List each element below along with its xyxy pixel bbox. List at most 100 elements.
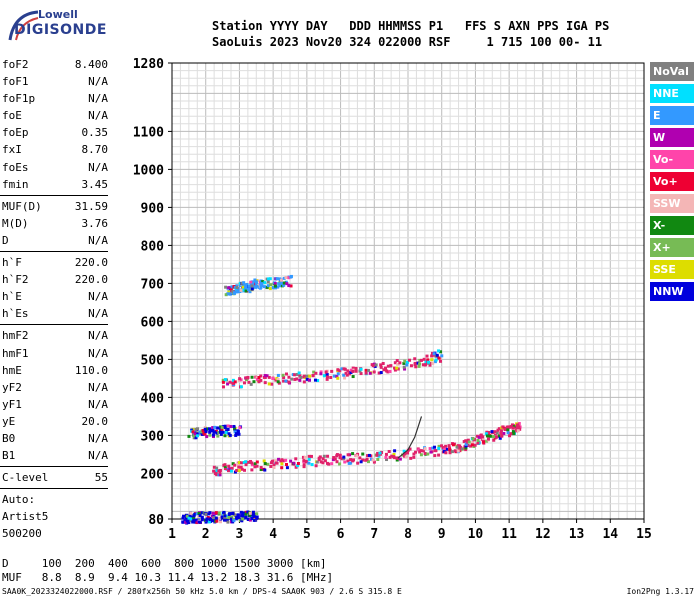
echo-point	[276, 380, 280, 384]
echo-point	[412, 452, 416, 456]
echo-point	[185, 519, 189, 523]
echo-point	[294, 465, 298, 469]
param-name: hmF1	[2, 346, 29, 360]
echo-point	[426, 452, 430, 456]
param-row: yF2 N/A	[0, 379, 112, 396]
echo-point	[238, 461, 242, 465]
echo-point	[185, 514, 189, 518]
echo-point	[242, 288, 246, 292]
echo-point	[211, 511, 215, 515]
echo-point	[429, 361, 433, 365]
echo-point	[403, 367, 407, 371]
echo-point	[255, 378, 259, 382]
echo-point	[506, 428, 510, 432]
x-tick-label: 5	[303, 527, 311, 542]
echo-point	[296, 461, 300, 465]
echo-point	[244, 512, 248, 516]
echo-point	[342, 455, 346, 459]
param-value: 8.400	[74, 58, 108, 71]
echo-point	[302, 374, 306, 378]
echo-point	[230, 517, 234, 521]
param-value: N/A	[88, 109, 108, 123]
echo-point	[351, 459, 355, 463]
echo-point	[181, 520, 185, 524]
param-row: MUF(D) 31.59	[0, 198, 112, 215]
param-row: B0 N/A	[0, 430, 112, 447]
echo-point	[506, 431, 510, 435]
logo-lowell-text: Lowell	[38, 8, 78, 21]
echo-point	[263, 281, 267, 285]
echo-point	[322, 454, 326, 458]
echo-point	[239, 465, 243, 469]
echo-point	[188, 513, 192, 517]
echo-point	[299, 375, 303, 379]
x-tick-label: 11	[501, 527, 517, 542]
echo-point	[276, 285, 280, 289]
echo-point	[202, 431, 206, 435]
echo-point	[195, 512, 199, 516]
echo-point	[247, 380, 251, 384]
param-value: 55	[94, 471, 108, 485]
echo-point	[213, 425, 217, 429]
echo-point	[216, 426, 220, 430]
echo-point	[191, 520, 195, 524]
echo-point	[218, 516, 222, 520]
echo-point	[460, 447, 464, 451]
echo-point	[418, 358, 422, 362]
echo-point	[338, 462, 342, 466]
echo-point	[413, 357, 417, 361]
param-row: C-level 55	[0, 469, 112, 486]
echo-point	[189, 517, 193, 521]
echo-point	[284, 372, 288, 376]
echo-point	[237, 469, 241, 473]
echo-point	[248, 511, 252, 515]
echo-point	[325, 372, 329, 376]
echo-point	[346, 459, 350, 463]
param-name: foF2	[2, 58, 29, 71]
legend-item-nne: NNE	[650, 84, 694, 103]
echo-point	[412, 455, 416, 459]
echo-point	[389, 364, 393, 368]
echo-point	[316, 379, 320, 383]
echo-point	[266, 462, 270, 466]
echo-point	[233, 513, 237, 517]
echo-point	[253, 514, 257, 518]
y-tick-label: 300	[141, 429, 165, 444]
echo-point	[266, 284, 270, 288]
echo-point	[298, 374, 302, 378]
echo-point	[193, 432, 197, 436]
echo-point	[217, 469, 221, 473]
echo-point	[274, 286, 278, 290]
echo-point	[406, 451, 410, 455]
param-name: D	[2, 233, 9, 247]
echo-point	[485, 434, 489, 438]
echo-point	[458, 444, 462, 448]
x-tick-label: 4	[269, 527, 277, 542]
echo-point	[364, 368, 368, 372]
echo-point	[218, 471, 222, 475]
echo-point	[212, 516, 216, 520]
echo-point	[333, 457, 337, 461]
echo-point	[244, 460, 248, 464]
echo-point	[403, 452, 407, 456]
echo-point	[289, 274, 293, 278]
echo-point	[210, 429, 214, 433]
echo-point	[338, 456, 342, 460]
echo-point	[386, 364, 390, 368]
echo-point	[466, 438, 470, 442]
echo-point	[314, 464, 318, 468]
echo-point	[269, 464, 273, 468]
y-tick-label: 800	[141, 239, 165, 254]
polarization-legend: NoVal NNE E W Vo- Vo+ SSW X- X+ SSE NNW	[650, 62, 694, 304]
echo-point	[295, 372, 299, 376]
echo-point	[433, 360, 437, 364]
echo-point	[244, 286, 248, 290]
echo-point	[451, 443, 455, 447]
legend-item-noval: NoVal	[650, 62, 694, 81]
echo-point	[338, 369, 342, 373]
echo-point	[398, 457, 402, 461]
echo-point	[464, 442, 468, 446]
echo-point	[235, 284, 239, 288]
echo-point	[240, 519, 244, 523]
echo-point	[444, 444, 448, 448]
